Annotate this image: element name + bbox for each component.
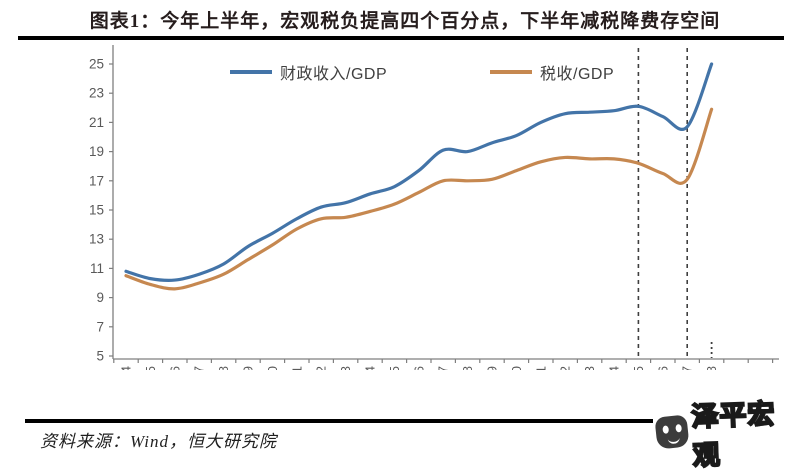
- zeping-macro-logo: 泽平宏观: [654, 398, 796, 472]
- svg-text:21: 21: [89, 115, 104, 130]
- chart-title: 图表1：今年上半年，宏观税负提高四个百分点，下半年减税降费存空间: [89, 11, 721, 32]
- svg-text:1999: 1999: [241, 366, 256, 370]
- svg-text:2002: 2002: [314, 366, 329, 370]
- svg-text:1996: 1996: [167, 366, 182, 370]
- svg-text:2003: 2003: [338, 366, 353, 370]
- svg-text:2006: 2006: [411, 366, 426, 370]
- legend-line-blue-icon: [230, 70, 272, 74]
- logo-text: 泽平宏观: [690, 398, 777, 472]
- svg-text:2010: 2010: [509, 366, 524, 370]
- svg-text:2017: 2017: [680, 366, 695, 370]
- source-note: 资料来源：Wind，恒大研究院: [40, 432, 277, 451]
- svg-text:1998: 1998: [216, 366, 231, 370]
- svg-text:2001: 2001: [289, 366, 304, 370]
- svg-text:1994: 1994: [119, 366, 134, 370]
- svg-text:2009: 2009: [485, 366, 500, 370]
- legend-item-fiscal-revenue: 财政收入/GDP: [230, 62, 388, 83]
- svg-text:2011: 2011: [533, 366, 548, 370]
- chart-area: 财政收入/GDP 税收/GDP 5 7 9 11 13 15 17 19 21 23 25 1994 1…: [0, 40, 800, 370]
- svg-text:7: 7: [96, 319, 104, 334]
- svg-text:2018: 2018: [704, 366, 719, 370]
- legend-label: 税收/GDP: [540, 66, 615, 83]
- svg-text:2015: 2015: [631, 366, 646, 370]
- svg-text:2000: 2000: [265, 366, 280, 370]
- legend-label: 财政收入/GDP: [280, 66, 388, 83]
- svg-text:2012: 2012: [558, 366, 573, 370]
- svg-text:23: 23: [89, 86, 104, 101]
- footer-divider: [25, 419, 653, 423]
- svg-text:5: 5: [96, 349, 104, 364]
- svg-text:2007: 2007: [436, 366, 451, 370]
- svg-text:17: 17: [89, 173, 104, 188]
- title-underline: [18, 36, 784, 40]
- svg-text:2005: 2005: [387, 366, 402, 370]
- svg-text:19: 19: [89, 144, 104, 159]
- svg-text:1995: 1995: [143, 366, 158, 370]
- chart-canvas: 5 7 9 11 13 15 17 19 21 23 25 1994 1995 1996 1997 1998 1…: [89, 45, 779, 370]
- legend-line-orange-icon: [490, 70, 532, 74]
- legend-item-tax-revenue: 税收/GDP: [490, 62, 615, 83]
- svg-text:11: 11: [90, 261, 104, 276]
- svg-text:2014: 2014: [607, 366, 622, 370]
- svg-text:2004: 2004: [363, 366, 378, 370]
- svg-text:1997: 1997: [192, 366, 207, 370]
- face-icon: [654, 414, 690, 450]
- svg-text:13: 13: [89, 232, 104, 247]
- svg-text:2013: 2013: [582, 366, 597, 370]
- svg-text:2008: 2008: [460, 366, 475, 370]
- svg-text:25: 25: [89, 57, 104, 72]
- svg-text:9: 9: [96, 290, 104, 305]
- svg-text:2016: 2016: [655, 366, 670, 370]
- svg-text:15: 15: [89, 203, 104, 218]
